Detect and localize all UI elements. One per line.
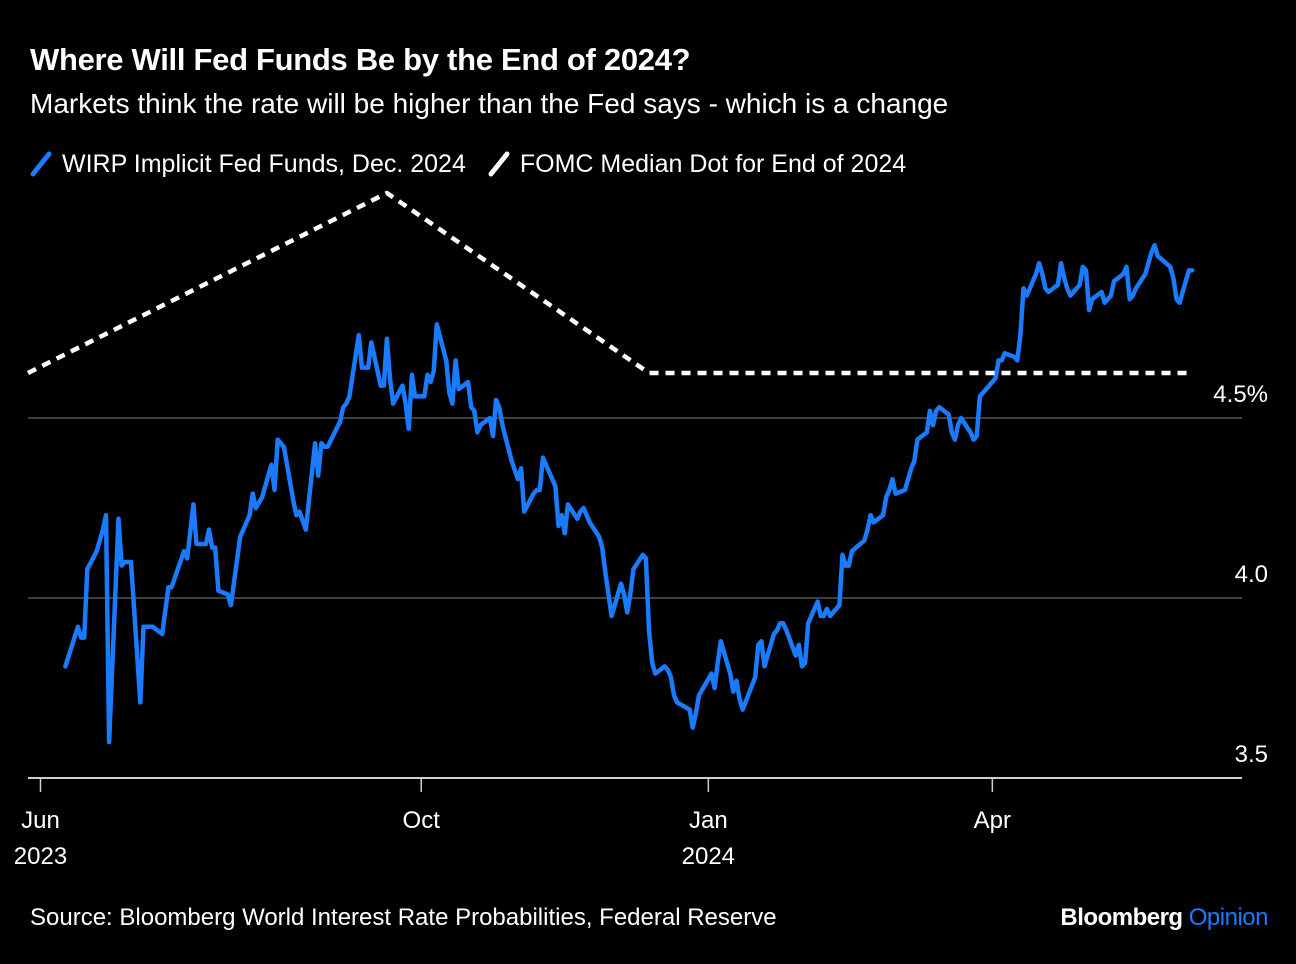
x-tick-label: Jan: [689, 807, 728, 834]
legend-item-wirp: WIRP Implicit Fed Funds, Dec. 2024: [30, 150, 466, 179]
legend-swatch-fomc: [488, 151, 510, 177]
series-line-fomc: [26, 190, 1193, 376]
x-tick-label: Oct: [403, 807, 441, 834]
x-tick-label: Jun: [21, 807, 60, 834]
legend-label-fomc: FOMC Median Dot for End of 2024: [519, 149, 907, 178]
x-tick-sublabel: 2024: [682, 843, 735, 870]
x-tick-sublabel: 2023: [14, 843, 67, 870]
series-line-wirp: [63, 242, 1195, 745]
legend-swatch-wirp: [30, 151, 52, 177]
legend-item-fomc: FOMC Median Dot for End of 2024: [488, 150, 906, 179]
y-tick-label: 4.0: [1235, 561, 1268, 588]
legend-label-wirp: WIRP Implicit Fed Funds, Dec. 2024: [62, 149, 466, 178]
y-tick-label: 4.5%: [1213, 381, 1268, 408]
chart-title: Where Will Fed Funds Be by the End of 20…: [30, 42, 691, 77]
source-note: Source: Bloomberg World Interest Rate Pr…: [30, 904, 777, 931]
brand-suffix: Opinion: [1188, 904, 1269, 931]
x-tick-label: Apr: [974, 807, 1011, 834]
chart-legend: WIRP Implicit Fed Funds, Dec. 2024 FOMC …: [30, 146, 928, 182]
chart-subtitle: Markets think the rate will be higher th…: [30, 88, 949, 119]
brand-name: Bloomberg: [1060, 904, 1183, 931]
brand-logo: Bloomberg Opinion: [1060, 904, 1268, 932]
y-tick-label: 3.5: [1235, 741, 1268, 768]
